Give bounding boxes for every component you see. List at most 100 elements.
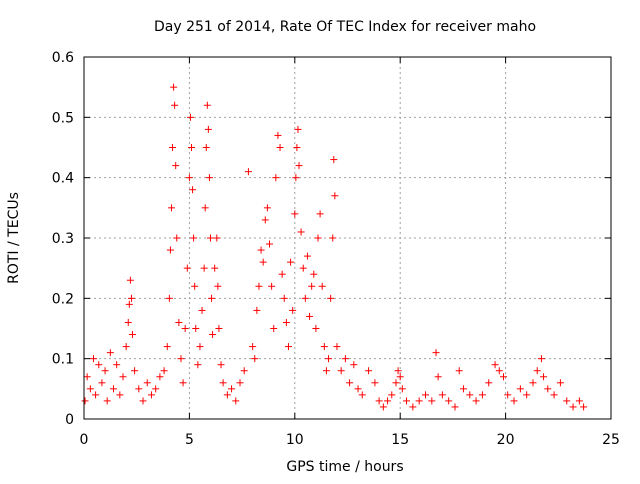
data-point: [292, 174, 300, 182]
data-point: [540, 373, 548, 381]
data-point: [291, 210, 299, 218]
data-point: [384, 397, 392, 405]
data-point: [314, 234, 322, 242]
data-point: [337, 367, 345, 375]
data-point: [219, 379, 227, 387]
data-point: [485, 379, 493, 387]
data-point: [358, 391, 366, 399]
data-point: [308, 282, 316, 290]
y-tick-label: 0.1: [52, 352, 74, 368]
data-point: [306, 312, 314, 320]
data-point: [451, 403, 459, 411]
data-point: [299, 264, 307, 272]
data-point: [398, 385, 406, 393]
data-point: [128, 331, 136, 339]
data-point: [251, 355, 259, 363]
data-point: [232, 397, 240, 405]
data-point: [394, 367, 402, 375]
data-point: [459, 385, 467, 393]
data-point: [365, 367, 373, 375]
data-point: [523, 391, 531, 399]
data-point: [301, 294, 309, 302]
data-point: [274, 131, 282, 139]
data-point: [201, 204, 209, 212]
data-point: [103, 397, 111, 405]
data-point: [179, 379, 187, 387]
data-point: [438, 391, 446, 399]
y-tick-label: 0.3: [52, 231, 74, 247]
data-point: [280, 294, 288, 302]
data-point: [434, 373, 442, 381]
data-point: [208, 294, 216, 302]
data-point: [270, 325, 278, 332]
x-tick-label: 25: [602, 432, 620, 448]
y-tick-label: 0: [65, 412, 74, 428]
x-tick-label: 20: [497, 432, 515, 448]
data-point: [213, 234, 221, 242]
data-point: [472, 397, 480, 405]
data-point: [172, 162, 180, 170]
data-point: [181, 325, 189, 332]
grid-lines: [84, 57, 611, 419]
y-tick-label: 0.5: [52, 110, 74, 126]
data-point: [202, 144, 210, 151]
data-point: [263, 204, 271, 212]
data-point: [190, 234, 198, 242]
data-point: [116, 391, 124, 399]
data-point: [95, 361, 103, 369]
data-point: [165, 294, 173, 302]
data-point: [266, 240, 274, 248]
data-point: [341, 355, 349, 363]
data-point: [350, 361, 358, 369]
data-point: [466, 391, 474, 399]
data-point: [478, 391, 486, 399]
data-point: [293, 144, 301, 151]
data-point: [278, 270, 286, 278]
data-point: [175, 318, 183, 326]
data-point: [544, 385, 552, 393]
data-point: [327, 294, 335, 302]
data-point: [196, 343, 204, 351]
data-point: [160, 367, 168, 375]
data-point: [171, 101, 179, 109]
data-point: [189, 186, 197, 194]
data-point: [409, 403, 417, 411]
data-point: [204, 125, 212, 133]
data-point: [495, 367, 503, 375]
x-tick-label: 0: [80, 432, 89, 448]
data-point: [272, 174, 280, 182]
data-point: [320, 343, 328, 351]
data-point: [392, 379, 400, 387]
data-point: [276, 144, 284, 151]
data-point: [499, 373, 507, 381]
data-point: [131, 367, 139, 375]
data-point: [119, 373, 127, 381]
data-point: [156, 373, 164, 381]
data-point: [375, 397, 383, 405]
data-point: [98, 379, 106, 387]
data-point: [89, 355, 97, 363]
data-point: [354, 385, 362, 393]
x-tick-label: 10: [286, 432, 304, 448]
data-point: [556, 379, 564, 387]
data-point: [194, 361, 202, 369]
data-point: [516, 385, 524, 393]
data-point: [379, 403, 387, 411]
data-point: [147, 391, 155, 399]
x-tick-label: 15: [391, 432, 409, 448]
data-point: [166, 246, 174, 254]
data-point: [198, 306, 206, 314]
data-point: [122, 343, 130, 351]
data-point: [139, 397, 147, 405]
data-point: [331, 192, 339, 200]
data-point: [214, 282, 222, 290]
data-point: [282, 318, 290, 326]
data-points: [81, 83, 588, 411]
data-point: [209, 331, 217, 339]
data-point: [318, 282, 326, 290]
data-point: [504, 391, 512, 399]
data-point: [316, 210, 324, 218]
y-tick-label: 0.2: [52, 291, 74, 307]
data-point: [310, 270, 318, 278]
